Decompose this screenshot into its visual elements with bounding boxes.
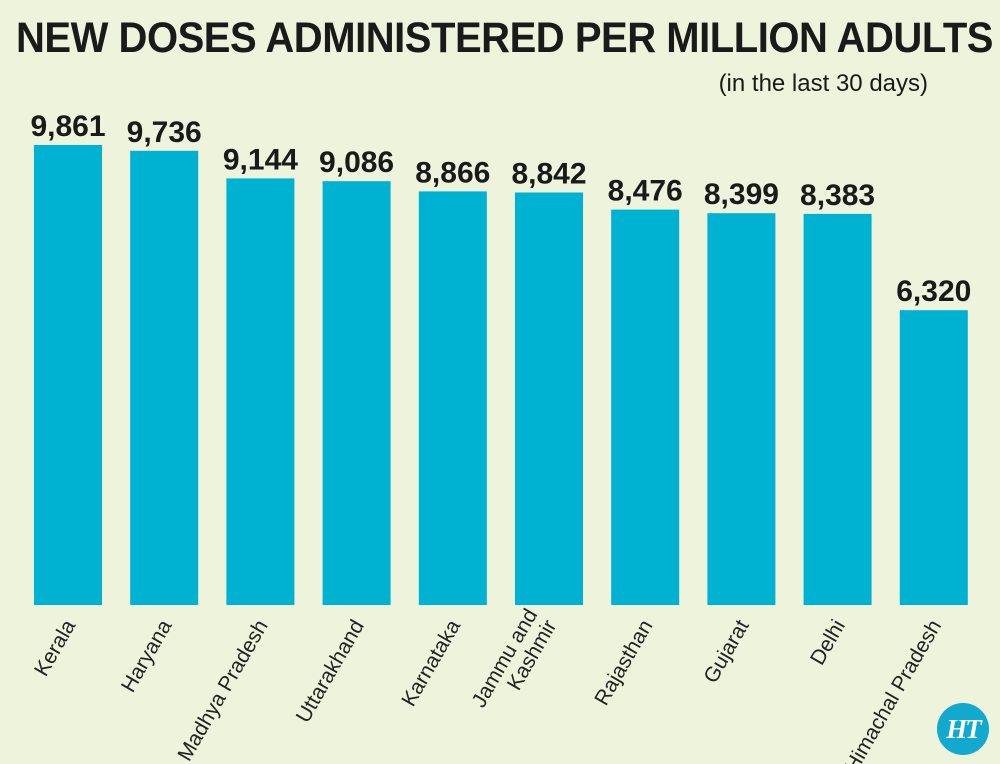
category-label-line: Uttarakhand [292, 616, 369, 727]
value-label-7: 8,399 [704, 178, 779, 211]
category-label-0: Kerala [30, 616, 80, 680]
value-label-6: 8,476 [608, 175, 683, 208]
bar-5 [515, 192, 583, 605]
value-label-2: 9,144 [223, 143, 298, 176]
chart-subtitle: (in the last 30 days) [718, 70, 928, 97]
category-label-3: Uttarakhand [292, 616, 369, 727]
category-label-8: Delhi [806, 616, 850, 669]
bar-9 [899, 310, 968, 605]
category-label-5: Jammu andKashmir [467, 605, 561, 723]
value-label-4: 8,866 [415, 156, 490, 189]
bar-6 [611, 209, 680, 605]
category-label-6: Rajasthan [590, 616, 657, 709]
category-label-line: Delhi [806, 616, 850, 669]
bar-8 [803, 213, 872, 605]
chart-title: NEW DOSES ADMINISTERED PER MILLION ADULT… [16, 14, 994, 62]
category-label-7: Gujarat [699, 616, 753, 687]
value-label-5: 8,842 [511, 158, 586, 191]
ht-logo: HT [937, 703, 989, 755]
category-label-line: Himachal Pradesh [840, 616, 946, 764]
category-label-line: Rajasthan [590, 616, 657, 709]
bar-4 [418, 191, 487, 605]
bar-2 [226, 178, 295, 605]
bar-0 [34, 145, 102, 605]
category-label-line: Haryana [117, 616, 177, 697]
category-label-line: Karnataka [397, 616, 465, 711]
category-label-4: Karnataka [397, 616, 465, 711]
category-label-2: Madhya Pradesh [173, 616, 272, 764]
bar-7 [707, 213, 776, 605]
category-label-9: Himachal Pradesh [840, 616, 946, 764]
value-label-9: 6,320 [896, 275, 971, 308]
category-label-line: Kerala [30, 616, 80, 680]
bar-1 [130, 150, 199, 606]
category-label-line: Madhya Pradesh [173, 616, 272, 764]
value-label-8: 8,383 [800, 179, 875, 212]
value-label-0: 9,861 [30, 110, 105, 143]
category-label-1: Haryana [117, 616, 177, 697]
value-label-3: 9,086 [319, 146, 394, 179]
bar-3 [322, 181, 391, 605]
value-label-1: 9,736 [127, 116, 202, 149]
category-label-line: Gujarat [699, 616, 753, 687]
